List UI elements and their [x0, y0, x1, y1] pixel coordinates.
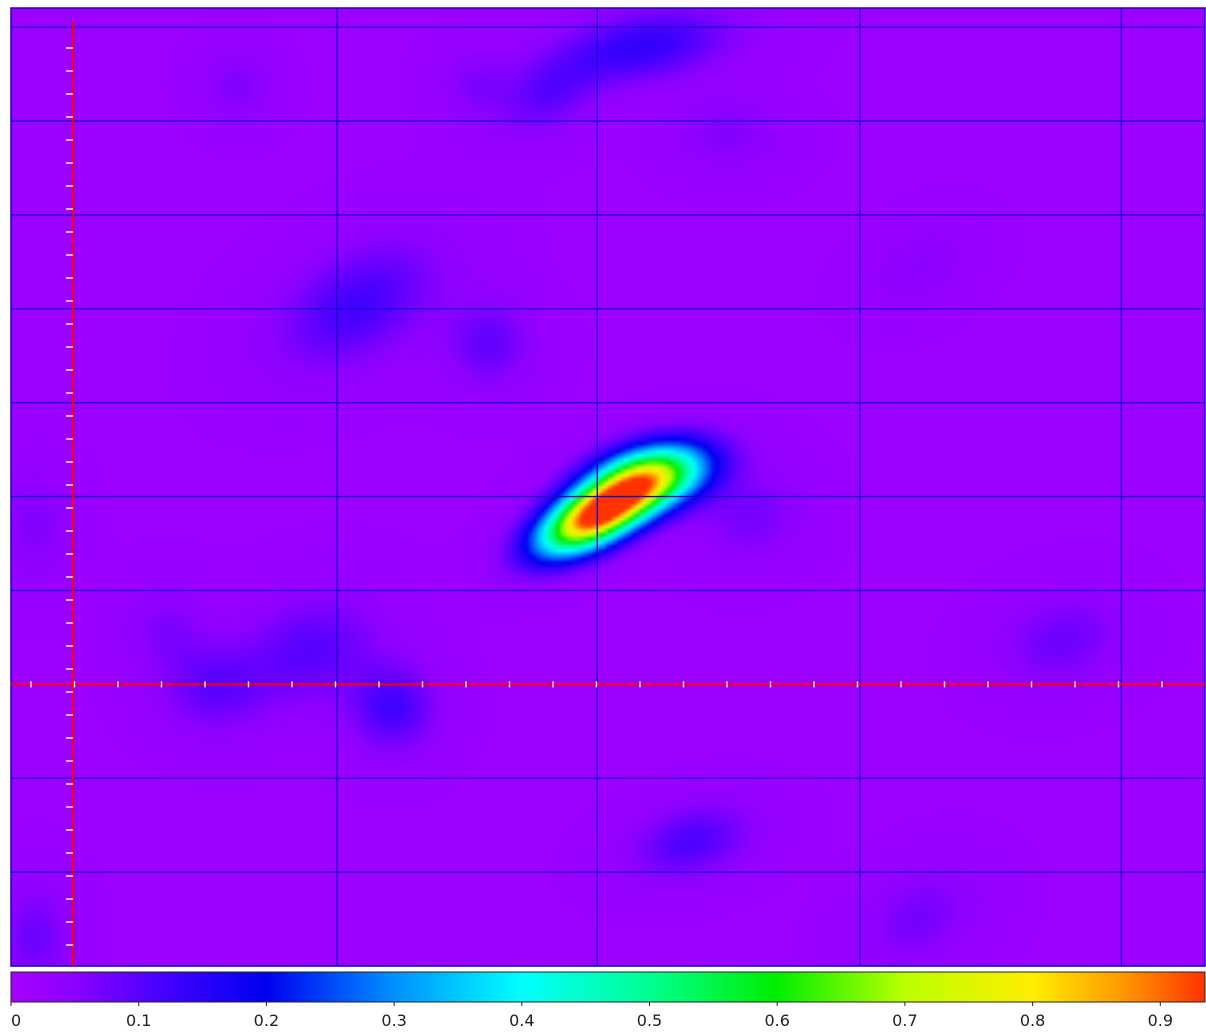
colorbar-tick-label: 0.9 — [1148, 1011, 1173, 1030]
colorbar — [10, 971, 1206, 1003]
colorbar-tick-label: 0 — [11, 1011, 21, 1030]
colorbar-tick-label: 0.2 — [254, 1011, 279, 1030]
colorbar-ticks: 0 0.1 0.2 0.3 0.4 0.5 0.6 0.7 0.8 0.9 — [10, 1002, 1173, 1030]
crosshair — [11, 22, 1205, 966]
grid — [11, 8, 1205, 967]
colorbar-tick-label: 0.4 — [509, 1011, 534, 1030]
colorbar-tick-label: 0.3 — [381, 1011, 406, 1030]
colorbar-tick-label: 0.6 — [764, 1011, 789, 1030]
colorbar-tick-label: 0.1 — [126, 1011, 151, 1030]
colorbar-tick-label: 0.5 — [637, 1011, 662, 1030]
heatmap-field — [11, 8, 1205, 966]
colorbar-tick-label: 0.7 — [892, 1011, 917, 1030]
colorbar-tick-label: 0.8 — [1020, 1011, 1045, 1030]
